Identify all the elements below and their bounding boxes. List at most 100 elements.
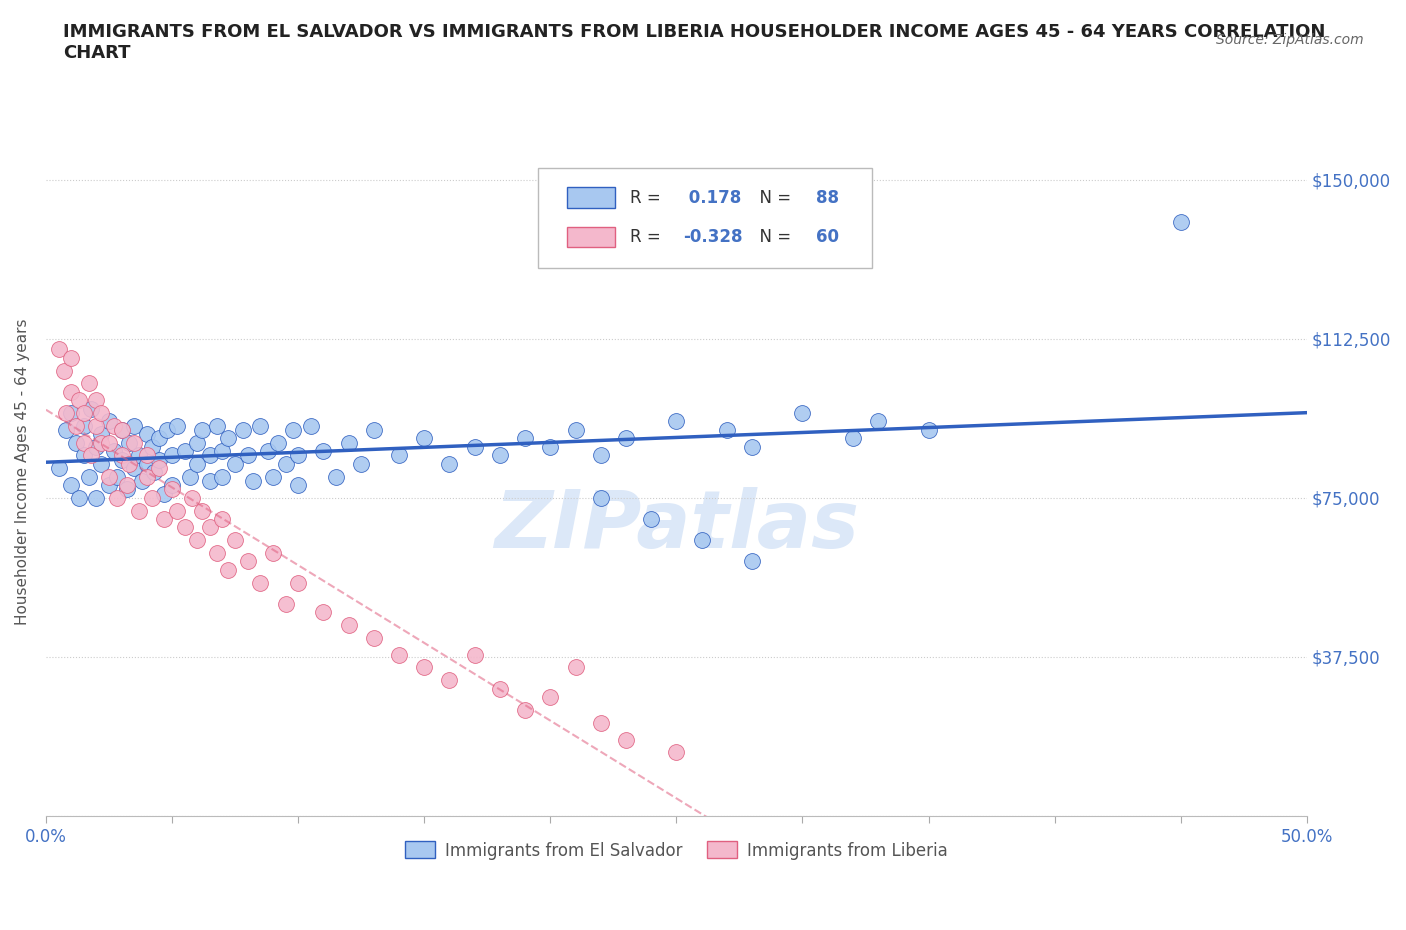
Point (103, 444, 125, 458)
Point (1170, 215, 1192, 230)
Point (665, 414, 688, 429)
Point (86, 392, 108, 407)
Point (111, 422, 134, 437)
Point (217, 563, 239, 578)
Point (160, 448, 183, 463)
Point (690, 533, 713, 548)
Point (65, 435, 87, 450)
Point (122, 460, 145, 475)
Point (464, 647, 486, 662)
Point (80, 448, 103, 463)
Point (665, 745, 688, 760)
Point (198, 473, 221, 488)
Point (224, 457, 246, 472)
Point (312, 444, 335, 458)
Point (67, 490, 90, 505)
Point (388, 647, 411, 662)
Point (350, 457, 373, 472)
Point (281, 422, 304, 437)
FancyBboxPatch shape (537, 168, 872, 268)
Point (257, 444, 280, 458)
Point (413, 431, 436, 445)
Point (80, 401, 103, 416)
Bar (567, 227, 614, 247)
Point (236, 554, 259, 569)
Point (148, 460, 170, 475)
Point (513, 702, 536, 717)
Point (287, 448, 309, 463)
Point (312, 604, 335, 619)
Point (224, 533, 246, 548)
Point (917, 422, 939, 437)
Point (118, 435, 141, 450)
Point (614, 431, 637, 445)
Point (65, 418, 87, 433)
Point (77, 376, 100, 391)
Point (55, 405, 77, 420)
Point (337, 435, 360, 450)
Point (111, 448, 134, 463)
Text: R =: R = (630, 189, 665, 206)
Point (73, 448, 96, 463)
Point (73, 405, 96, 420)
Point (128, 503, 150, 518)
Point (186, 457, 208, 472)
Point (538, 690, 561, 705)
Point (52, 363, 75, 378)
Point (135, 448, 157, 463)
Point (337, 618, 360, 632)
Point (186, 435, 208, 450)
Point (489, 682, 512, 697)
Point (160, 478, 183, 493)
Point (640, 512, 662, 526)
Point (191, 503, 214, 518)
Text: 88: 88 (817, 189, 839, 206)
Point (98, 414, 121, 429)
Point (135, 469, 157, 484)
Point (211, 512, 233, 526)
Point (363, 631, 385, 645)
Point (73, 418, 96, 433)
Point (211, 469, 233, 484)
Bar (567, 187, 614, 208)
Point (217, 431, 239, 445)
Point (792, 405, 814, 420)
Point (439, 672, 461, 687)
Text: R =: R = (630, 228, 665, 246)
Point (741, 440, 763, 455)
Point (90, 427, 112, 442)
Point (741, 554, 763, 569)
Point (105, 490, 128, 505)
Point (274, 596, 297, 611)
Point (211, 444, 233, 458)
Point (111, 422, 134, 437)
Point (86, 440, 108, 455)
Point (135, 427, 157, 442)
Point (115, 478, 138, 493)
Point (173, 520, 195, 535)
Point (48, 460, 70, 475)
Point (299, 418, 322, 433)
Point (131, 473, 153, 488)
Point (90, 435, 112, 450)
Point (105, 469, 128, 484)
Point (589, 448, 612, 463)
Point (141, 440, 163, 455)
Point (589, 715, 612, 730)
Point (564, 422, 586, 437)
Point (287, 575, 309, 590)
Point (143, 465, 166, 480)
Point (111, 452, 134, 467)
Point (198, 520, 221, 535)
Point (173, 444, 195, 458)
Point (55, 422, 77, 437)
Point (232, 422, 254, 437)
Legend: Immigrants from El Salvador, Immigrants from Liberia: Immigrants from El Salvador, Immigrants … (398, 835, 955, 866)
Point (191, 422, 214, 437)
Text: N =: N = (749, 228, 797, 246)
Text: IMMIGRANTS FROM EL SALVADOR VS IMMIGRANTS FROM LIBERIA HOUSEHOLDER INCOME AGES 4: IMMIGRANTS FROM EL SALVADOR VS IMMIGRANT… (63, 23, 1326, 62)
Point (388, 448, 411, 463)
Point (413, 660, 436, 675)
Text: N =: N = (749, 189, 797, 206)
Point (98, 469, 121, 484)
